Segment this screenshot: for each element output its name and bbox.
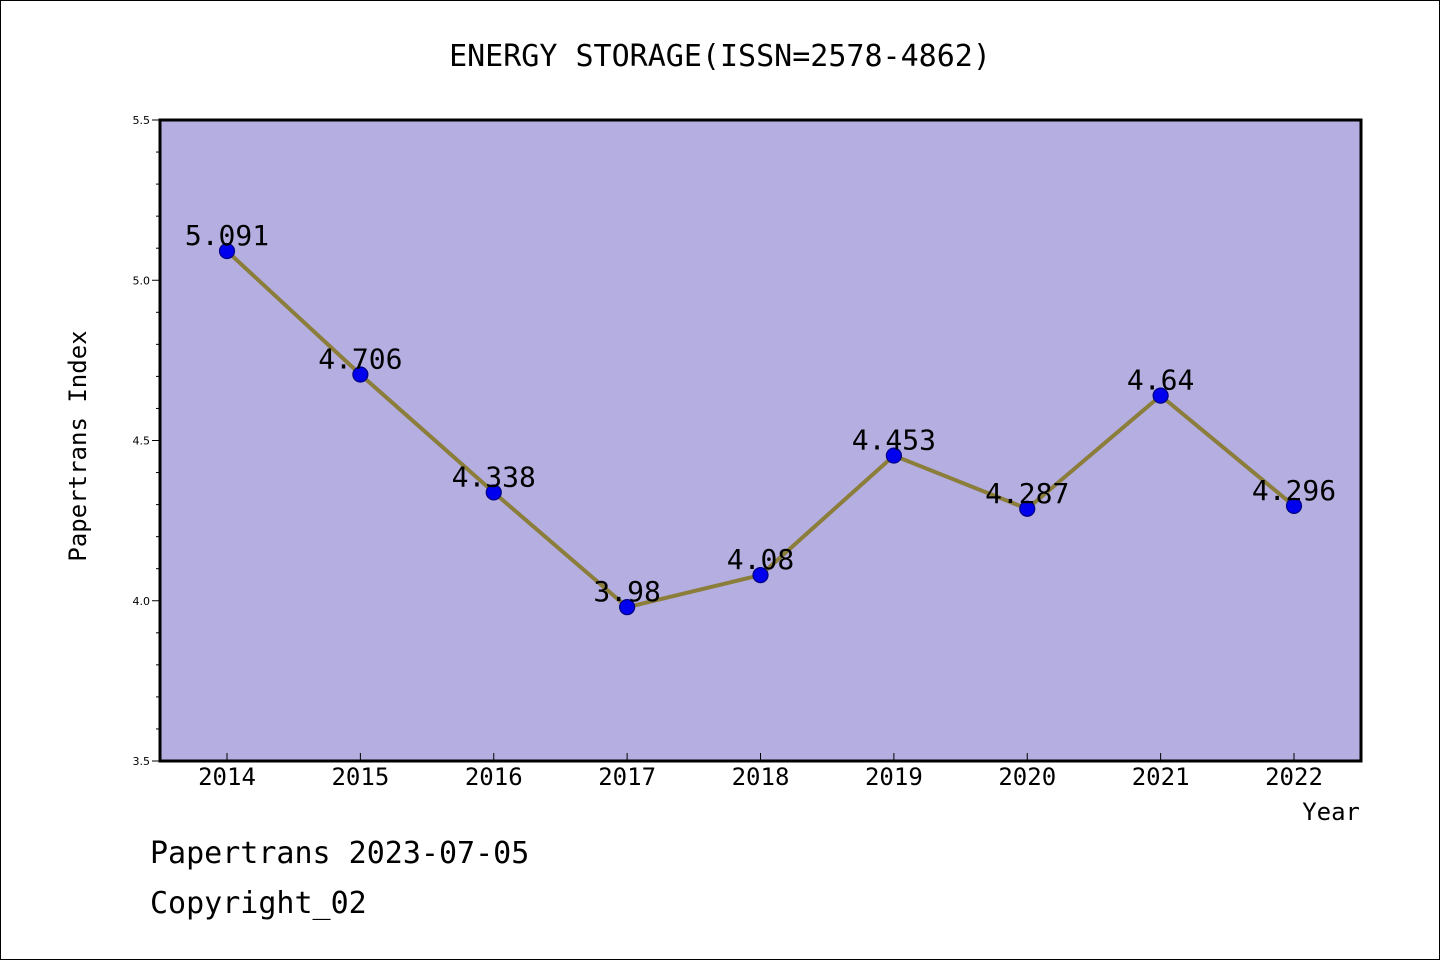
data-label: 5.091 [185, 219, 269, 252]
data-point [752, 567, 769, 584]
data-label: 4.08 [727, 543, 794, 576]
y-tick-label: 4.5 [133, 435, 151, 448]
series-layer: 5.091 4.706 4.338 3.98 4.08 4.453 4.287 4.64 4.2… [185, 219, 1336, 616]
data-label: 4.287 [985, 477, 1069, 510]
series-line-segment [491, 490, 630, 610]
x-axis-label: Year [1302, 798, 1360, 826]
data-label: 4.338 [452, 460, 536, 493]
x-tick-label: 2016 [465, 763, 523, 791]
series-line-segment [625, 573, 763, 610]
series-line-segment [758, 453, 896, 578]
y-tick-label: 5.5 [133, 114, 151, 127]
series-line-segment [225, 249, 363, 377]
series-line-segment [1158, 393, 1296, 508]
x-tick-label: 2019 [865, 763, 923, 791]
data-label: 4.296 [1252, 474, 1336, 507]
data-label: 4.453 [852, 424, 936, 457]
footer-date: Papertrans 2023-07-05 [150, 836, 530, 871]
x-tick-label: 2015 [331, 763, 389, 791]
y-axis: 3.5 4.0 4.5 5.0 5.5 [133, 114, 160, 768]
data-point [218, 242, 236, 260]
data-point [1152, 387, 1169, 404]
footer-copyright: Copyright_02 [150, 886, 367, 921]
x-tick-label: 2018 [732, 763, 790, 791]
x-tick-label: 2022 [1265, 763, 1323, 791]
data-point [885, 447, 902, 464]
x-tick-label: 2014 [198, 763, 256, 791]
series-line-segment [891, 453, 1030, 511]
series-line-segment [1025, 393, 1163, 511]
y-axis-label: Papertrans Index [64, 330, 92, 561]
x-axis: 2014 2015 2016 2017 2018 2019 2020 2021 2022 [198, 753, 1323, 791]
data-point [619, 599, 636, 616]
data-point [1019, 500, 1036, 517]
data-label: 4.706 [318, 342, 402, 375]
series-line-segment [358, 372, 496, 495]
y-tick-label: 5.0 [133, 274, 151, 287]
chart-title: ENERGY STORAGE(ISSN=2578-4862) [449, 39, 991, 74]
plot-area [158, 118, 1363, 763]
y-tick-label: 4.0 [133, 595, 151, 608]
x-tick-label: 2021 [1132, 763, 1190, 791]
data-point [485, 484, 502, 501]
x-tick-label: 2020 [998, 763, 1056, 791]
y-tick-label: 3.5 [133, 755, 151, 768]
data-label: 3.98 [593, 575, 660, 608]
data-point [1285, 497, 1303, 514]
data-point [352, 366, 369, 383]
x-tick-label: 2017 [598, 763, 656, 791]
data-label: 4.64 [1127, 364, 1194, 397]
